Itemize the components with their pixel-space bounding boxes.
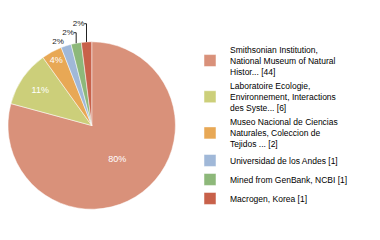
svg-text:Laboratoire Ecologie,Environne: Laboratoire Ecologie,Environnement, Inte… (230, 81, 336, 113)
svg-text:11%: 11% (32, 85, 49, 95)
svg-text:Universidad de los Andes [1]: Universidad de los Andes [1] (230, 156, 338, 166)
svg-text:2%: 2% (52, 37, 64, 46)
svg-text:Museo Nacional de CienciasNatu: Museo Nacional de CienciasNaturales, Col… (230, 117, 338, 149)
svg-text:80%: 80% (108, 154, 126, 164)
svg-text:2%: 2% (62, 28, 74, 37)
svg-text:Smithsonian Institution,Nation: Smithsonian Institution,National Museum … (230, 45, 335, 77)
svg-text:Macrogen, Korea [1]: Macrogen, Korea [1] (230, 194, 307, 204)
svg-text:Mined from GenBank, NCBI [1]: Mined from GenBank, NCBI [1] (230, 175, 347, 185)
svg-text:4%: 4% (50, 55, 63, 65)
svg-text:2%: 2% (73, 19, 85, 28)
